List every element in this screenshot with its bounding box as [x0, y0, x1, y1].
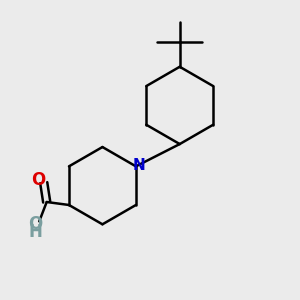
Text: H: H [29, 223, 43, 241]
Text: N: N [133, 158, 146, 173]
Text: O: O [31, 171, 46, 189]
Text: O: O [28, 215, 43, 233]
